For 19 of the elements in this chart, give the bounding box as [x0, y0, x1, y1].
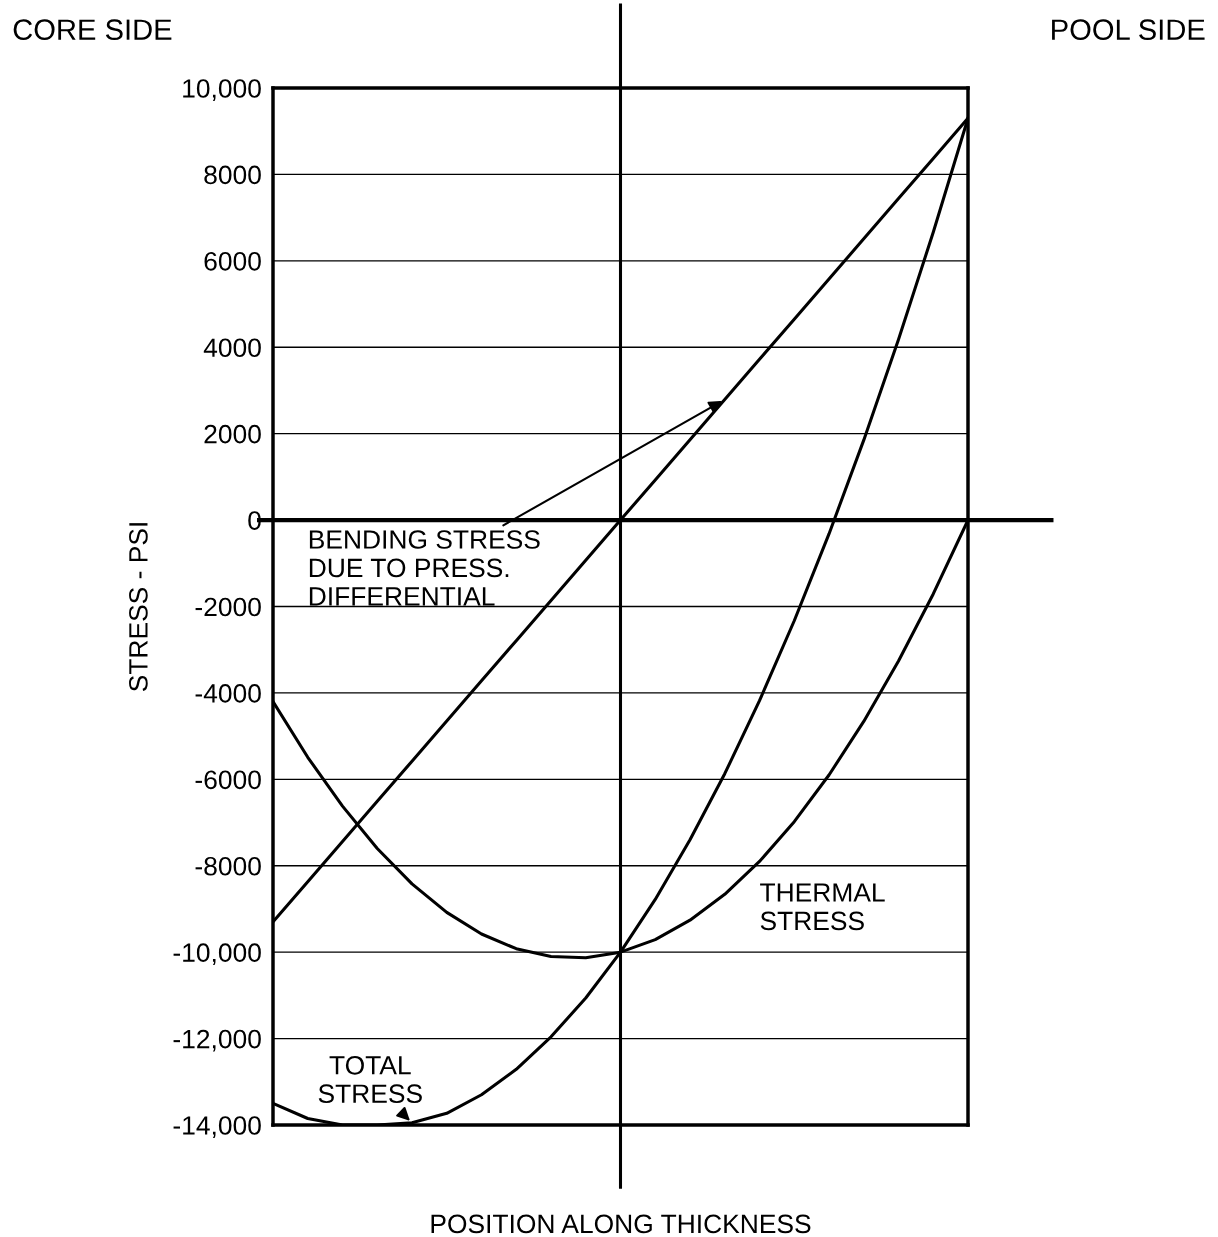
y-tick-label: 4000 [203, 338, 261, 358]
series-label: TOTAL STRESS [318, 1055, 422, 1104]
y-tick-label: 2000 [204, 424, 261, 444]
y-tick-label: -4000 [195, 684, 261, 703]
series-label: THERMAL STRESS [760, 883, 885, 931]
y-tick-label: 8000 [204, 165, 261, 185]
y-tick-label: -14,000 [173, 1116, 261, 1138]
series-label: BENDING STRESS DUE TO PRESS. DIFFERENTIAL [309, 530, 540, 606]
x-axis-title: POSITION ALONG THICKNESS [431, 1214, 811, 1234]
y-tick-label: -10,000 [173, 943, 261, 966]
text: POOL SIDE [1052, 19, 1205, 40]
y-tick-label: -8000 [195, 856, 261, 876]
y-tick-label: -12,000 [173, 1029, 261, 1052]
y-axis-title: STRESS - PSI [129, 523, 148, 692]
text: CORE SIDE [13, 19, 172, 40]
y-tick-label: -6000 [195, 770, 261, 790]
y-tick-label: 6000 [204, 251, 261, 271]
y-tick-label: 10,000 [183, 79, 261, 101]
y-tick-label: -2000 [195, 597, 261, 617]
